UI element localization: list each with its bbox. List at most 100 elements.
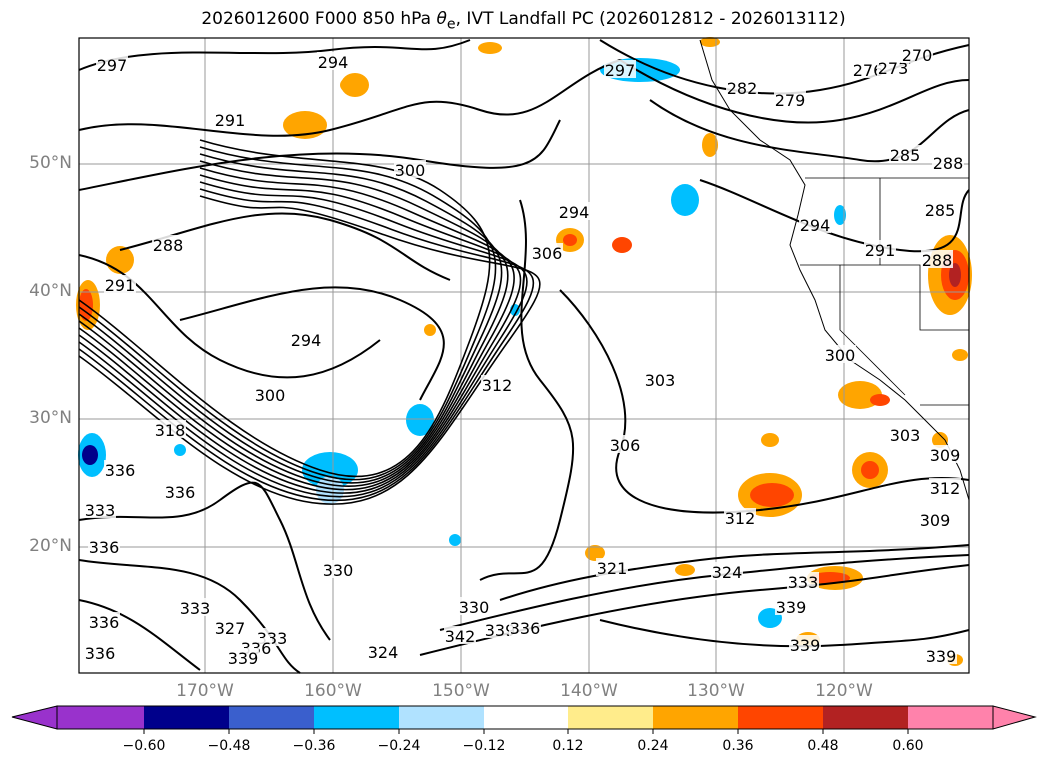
contour-label-bg [901, 45, 933, 63]
contour-line [479, 199, 575, 581]
contour-label-bg [104, 275, 136, 293]
contour-label-bg [104, 460, 136, 478]
lon-label: 140°W [560, 681, 618, 701]
title-sub: e [446, 16, 456, 33]
contour-label: 270 [902, 46, 933, 65]
colorbar-segment [229, 706, 315, 729]
shaded-region [949, 263, 961, 287]
contour-line [599, 619, 970, 648]
shaded-region [675, 564, 695, 576]
contour-label-bg [152, 235, 184, 253]
contour-label-bg [789, 635, 821, 653]
shaded-region [449, 534, 461, 546]
contour-label: 339 [790, 636, 821, 655]
contour-label-bg [711, 562, 743, 580]
contour-label: 297 [605, 61, 636, 80]
colorbar-tick-label: 0.24 [637, 738, 669, 754]
shaded-region [612, 237, 632, 253]
contour-label-bg [925, 646, 957, 664]
contour-label: 291 [215, 111, 246, 130]
shaded-region [82, 445, 98, 465]
contour-label-bg [531, 243, 563, 261]
contour-label: 303 [645, 371, 676, 390]
shaded-region [952, 349, 968, 361]
shaded-region [932, 432, 948, 448]
contour-label-bg [726, 78, 758, 96]
colorbar-segment [144, 706, 230, 729]
contour-line [78, 160, 509, 488]
shaded-region [761, 433, 779, 447]
contour-label-bg [367, 642, 399, 660]
contour-label-bg [604, 60, 636, 78]
contour-label-bg [609, 435, 641, 453]
contour-label: 288 [933, 154, 964, 173]
colorbar-segment [484, 706, 569, 729]
colorbar-tick-label: 0.36 [722, 738, 754, 754]
lat-label: 40°N [29, 281, 72, 301]
contour-label: 282 [727, 79, 758, 98]
contour-label: 336 [85, 644, 116, 663]
contour-label: 285 [890, 146, 921, 165]
contour-label-bg [852, 60, 884, 78]
contour-label-bg [596, 558, 628, 576]
colorbar-segment [399, 706, 485, 729]
contour-label-bg [88, 612, 120, 630]
contour-label: 288 [922, 251, 953, 270]
colorbar-outline [56, 705, 994, 730]
title-suffix: , IVT Landfall PC (2026012812 - 20260131… [455, 9, 846, 29]
shaded-region [406, 404, 434, 436]
contour-label: 336 [510, 619, 541, 638]
colorbar-tick-label: −0.60 [122, 738, 166, 754]
contour-label: 336 [105, 461, 136, 480]
lon-label: 120°W [815, 681, 873, 701]
contour-label-bg [644, 370, 676, 388]
colorbar-segment [57, 706, 145, 729]
contour-label-bg [290, 330, 322, 348]
contour-label-bg [724, 508, 756, 526]
contour-line [78, 181, 528, 498]
shaded-region [174, 444, 186, 456]
contour-line [559, 289, 970, 514]
contour-label: 330 [459, 598, 490, 617]
lat-label: 20°N [29, 536, 72, 556]
lat-label: 30°N [29, 408, 72, 428]
shaded-region [585, 545, 605, 561]
colorbar-segment [653, 706, 739, 729]
contour-label: 330 [323, 561, 354, 580]
contour-label-bg [775, 597, 807, 615]
contour-label-bg [799, 215, 831, 233]
contour-label-bg [558, 202, 590, 220]
chart-title: 2026012600 F000 850 hPa θe, IVT Landfall… [0, 9, 1047, 32]
contour-label: 339 [485, 621, 516, 640]
contour-label-bg [322, 560, 354, 578]
colorbar-tick-label: −0.12 [462, 738, 506, 754]
contour-label: 333 [788, 573, 819, 592]
contour-label: 324 [368, 643, 399, 662]
contour-label: 285 [925, 201, 956, 220]
contour-label-bg [889, 145, 921, 163]
contour-label: 276 [853, 61, 884, 80]
contour-label: 327 [215, 619, 246, 638]
contour-label-bg [154, 420, 186, 438]
contour-label-bg [214, 110, 246, 128]
contour-label-bg [96, 55, 128, 73]
colorbar-tick-label: 0.48 [807, 738, 839, 754]
contour-label-bg [774, 90, 806, 108]
title-theta: θ [436, 9, 447, 29]
contour-label: 336 [89, 538, 120, 557]
shaded-region [106, 246, 134, 274]
contour-label: 333 [85, 501, 116, 520]
contour-label-bg [84, 500, 116, 518]
shaded-region [750, 483, 794, 507]
contour-label-bg [458, 597, 490, 615]
contour-label-bg [164, 482, 196, 500]
contour-line [78, 195, 541, 505]
lon-label: 170°W [176, 681, 234, 701]
colorbar-tick-label: −0.48 [207, 738, 251, 754]
contour-label: 333 [180, 599, 211, 618]
contour-label-bg [484, 620, 516, 638]
contour-line [78, 167, 515, 491]
contour-label: 306 [610, 436, 641, 455]
contour-label: 294 [559, 203, 590, 222]
